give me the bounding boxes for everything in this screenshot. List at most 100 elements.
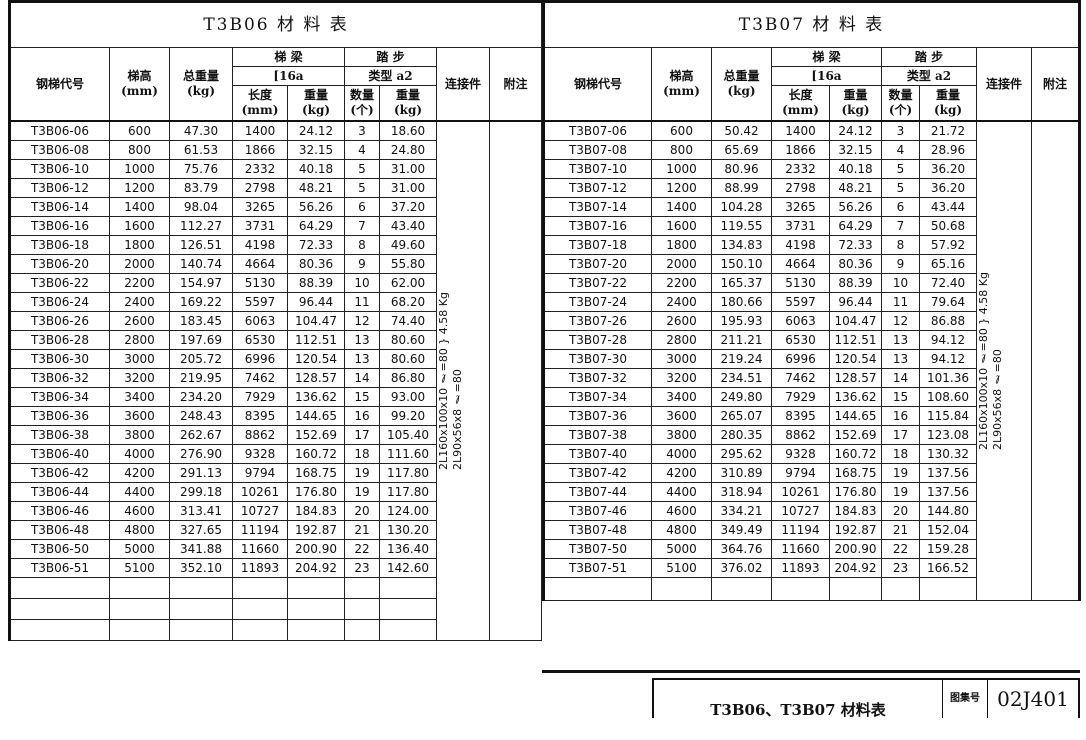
- cell-beam-length: 10261: [232, 482, 288, 502]
- cell-height: 1000: [651, 159, 712, 179]
- cell-code: T3B06-22: [9, 273, 110, 293]
- cell-total-weight: 112.27: [169, 216, 233, 236]
- cell-height: 5100: [651, 558, 712, 578]
- cell-code: T3B07-18: [543, 235, 652, 255]
- cell-beam-length: 8395: [771, 406, 830, 426]
- header-cell: 类型 a2: [344, 66, 437, 86]
- header-cell: 附注: [1031, 47, 1080, 122]
- cell-code: T3B06-34: [9, 387, 110, 407]
- cell-tread-count: 12: [344, 311, 380, 331]
- cell-height: 1400: [651, 197, 712, 217]
- header-height: 梯高: [127, 69, 152, 83]
- cell-tread-count: 22: [881, 539, 920, 559]
- cell-tread-count: 4: [344, 140, 380, 160]
- cell-tread-count: 16: [881, 406, 920, 426]
- cell-code: T3B07-44: [543, 482, 652, 502]
- cell-beam-length: 5597: [232, 292, 288, 312]
- table-row: T3B06-51 5100 352.10 11893 204.92 23 142.60: [9, 558, 542, 578]
- cell-total-weight: 134.83: [711, 235, 772, 255]
- cell-beam-length: 1400: [771, 120, 830, 141]
- table-row: T3B07-51 5100 376.02 11893 204.92 23 166.52: [543, 558, 1080, 578]
- header-note: 附注: [503, 76, 528, 91]
- header-height_unit: (mm): [121, 84, 158, 98]
- cell-height: 3200: [109, 368, 170, 388]
- cell-tread-weight: 124.00: [379, 501, 437, 521]
- cell-height: 4400: [109, 482, 170, 502]
- cell-tread-count: 20: [881, 501, 920, 521]
- cell-height: 5000: [109, 539, 170, 559]
- cell-code: T3B06-06: [9, 120, 110, 141]
- cell-total-weight: 98.04: [169, 197, 233, 217]
- cell-total-weight: 83.79: [169, 178, 233, 198]
- cell-total-weight: 104.28: [711, 197, 772, 217]
- cell-beam-length: 6996: [232, 349, 288, 369]
- cell-height: 3000: [109, 349, 170, 369]
- cell-beam-length: 3731: [771, 216, 830, 236]
- cell-beam-length: 4198: [232, 235, 288, 255]
- cell-code: T3B07-26: [543, 311, 652, 331]
- header-cell: 梯 梁: [771, 47, 882, 67]
- cell-code: T3B07-51: [543, 558, 652, 578]
- cell-beam-weight: 192.87: [287, 520, 345, 540]
- header-cell: 钢梯代号: [9, 47, 110, 122]
- cell-tread-weight: 28.96: [919, 140, 977, 160]
- cell-tread-count: 10: [881, 273, 920, 293]
- cell-tread-count: 5: [344, 159, 380, 179]
- cell-tread-count: 11: [881, 292, 920, 312]
- cell-beam-length: 6063: [771, 311, 830, 331]
- table-row: T3B07-10 1000 80.96 2332 40.18 5 36.20: [543, 159, 1080, 179]
- table-row: T3B06-46 4600 313.41 10727 184.83 20 124.00: [9, 501, 542, 521]
- cell-tread-count: 13: [881, 349, 920, 369]
- cell-total-weight: 140.74: [169, 254, 233, 274]
- header-code: 钢梯代号: [35, 76, 84, 91]
- cell-code: T3B06-36: [9, 406, 110, 426]
- table-row: T3B07-22 2200 165.37 5130 88.39 10 72.40: [543, 273, 1080, 293]
- header-total_unit: (kg): [727, 84, 756, 98]
- cell-height: 2200: [651, 273, 712, 293]
- header-count_unit: (个): [350, 103, 374, 117]
- cell-beam-length: 9794: [232, 463, 288, 483]
- cell-height: 4800: [651, 520, 712, 540]
- header-connector: 连接件: [444, 76, 481, 91]
- cell-beam-length: 2798: [232, 178, 288, 198]
- cell-tread-count: 19: [344, 463, 380, 483]
- cell-beam-length: 1400: [232, 120, 288, 141]
- cell-beam-length: 2798: [771, 178, 830, 198]
- cell-tread-weight: 101.36: [919, 368, 977, 388]
- header-cell: 数量 (个): [881, 85, 920, 122]
- cell-height: 4000: [109, 444, 170, 464]
- cell-beam-weight: 72.33: [287, 235, 345, 255]
- table-row: T3B07-42 4200 310.89 9794 168.75 19 137.56: [543, 463, 1080, 483]
- header-weight_unit: (kg): [301, 103, 331, 117]
- cell-beam-weight: 200.90: [287, 539, 345, 559]
- cell-code: T3B06-46: [9, 501, 110, 521]
- header-cell: 梯高 (mm): [109, 47, 170, 122]
- cell-beam-weight: 152.69: [287, 425, 345, 445]
- header-cell: 重量 (kg): [379, 85, 437, 122]
- cell-tread-count: 5: [881, 159, 920, 179]
- cell-beam-length: 5130: [771, 273, 830, 293]
- atlas-number-label: 图集号: [943, 680, 988, 718]
- cell-beam-length: 7462: [232, 368, 288, 388]
- cell-tread-weight: 18.60: [379, 120, 437, 141]
- cell-tread-weight: 57.92: [919, 235, 977, 255]
- cell-total-weight: 65.69: [711, 140, 772, 160]
- cell-beam-length: 2332: [771, 159, 830, 179]
- cell-height: 4600: [651, 501, 712, 521]
- cell-beam-length: 6063: [232, 311, 288, 331]
- cell-code: T3B06-48: [9, 520, 110, 540]
- cell-code: T3B06-20: [9, 254, 110, 274]
- cell-height: 800: [109, 140, 170, 160]
- cell-height: 1800: [109, 235, 170, 255]
- cell-height: 1000: [109, 159, 170, 179]
- cell-tread-count: 15: [881, 387, 920, 407]
- table-row: T3B06-40 4000 276.90 9328 160.72 18 111.60: [9, 444, 542, 464]
- table-row: T3B06-38 3800 262.67 8862 152.69 17 105.40: [9, 425, 542, 445]
- cell-tread-count: 7: [881, 216, 920, 236]
- header-weight: 重量: [395, 88, 420, 102]
- header-length_unit: (mm): [241, 103, 279, 117]
- cell-beam-length: 4664: [232, 254, 288, 274]
- cell-code: T3B06-44: [9, 482, 110, 502]
- table-row: T3B06-18 1800 126.51 4198 72.33 8 49.60: [9, 235, 542, 255]
- cell-total-weight: 88.99: [711, 178, 772, 198]
